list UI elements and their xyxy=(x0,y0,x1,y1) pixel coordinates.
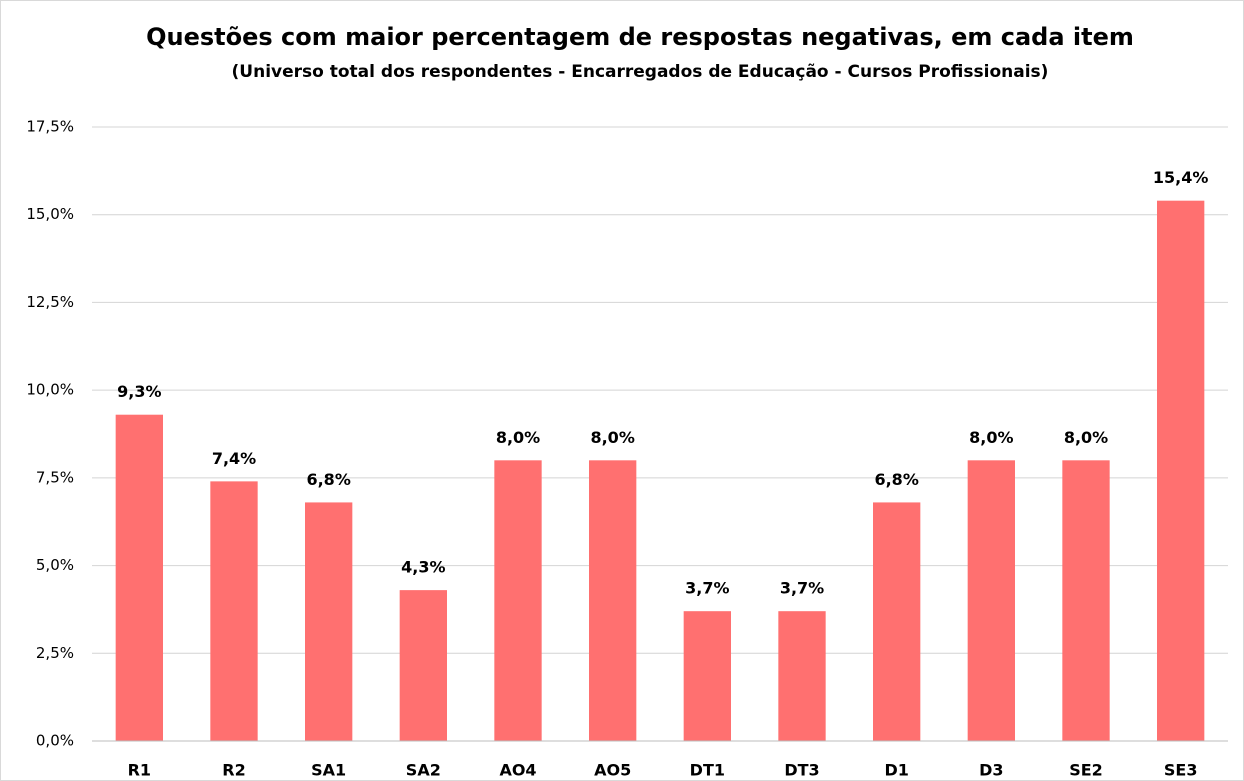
y-tick-label: 15,0% xyxy=(26,205,74,223)
bar xyxy=(778,611,826,741)
bar xyxy=(210,481,258,741)
value-label: 8,0% xyxy=(1064,428,1108,447)
x-tick-label: DT1 xyxy=(690,761,725,780)
value-label: 15,4% xyxy=(1153,168,1209,187)
value-label: 6,8% xyxy=(874,470,918,489)
value-label: 4,3% xyxy=(401,558,445,577)
value-label: 7,4% xyxy=(212,449,256,468)
x-tick-label: D3 xyxy=(979,761,1003,780)
chart-title: Questões com maior percentagem de respos… xyxy=(146,23,1134,51)
value-label: 8,0% xyxy=(496,428,540,447)
chart-subtitle: (Universo total dos respondentes - Encar… xyxy=(232,62,1049,82)
x-tick-label: R2 xyxy=(222,761,245,780)
bar xyxy=(967,460,1015,741)
value-label: 6,8% xyxy=(306,470,350,489)
bar xyxy=(1062,460,1110,741)
y-tick-label: 17,5% xyxy=(26,118,74,136)
x-tick-label: AO5 xyxy=(594,761,631,780)
y-tick-label: 7,5% xyxy=(36,468,74,486)
x-tick-label: SA2 xyxy=(406,761,441,780)
x-tick-label: SE2 xyxy=(1069,761,1103,780)
value-label: 3,7% xyxy=(685,579,729,598)
y-tick-label: 0,0% xyxy=(36,732,74,750)
y-tick-label: 10,0% xyxy=(26,381,74,399)
y-tick-label: 5,0% xyxy=(36,556,74,574)
bar xyxy=(115,414,163,741)
x-tick-label: AO4 xyxy=(499,761,536,780)
x-tick-label: DT3 xyxy=(784,761,819,780)
y-tick-label: 2,5% xyxy=(36,644,74,662)
bar xyxy=(873,502,921,741)
bar xyxy=(683,611,731,741)
value-label: 8,0% xyxy=(969,428,1013,447)
x-tick-label: R1 xyxy=(128,761,151,780)
x-tick-label: D1 xyxy=(884,761,908,780)
bar xyxy=(399,590,447,741)
y-tick-label: 12,5% xyxy=(26,293,74,311)
x-tick-label: SE3 xyxy=(1164,761,1198,780)
bar xyxy=(494,460,542,741)
value-label: 9,3% xyxy=(117,382,161,401)
x-tick-label: SA1 xyxy=(311,761,346,780)
bar xyxy=(589,460,637,741)
bar xyxy=(1157,200,1205,741)
value-label: 8,0% xyxy=(590,428,634,447)
value-label: 3,7% xyxy=(780,579,824,598)
bar xyxy=(305,502,353,741)
